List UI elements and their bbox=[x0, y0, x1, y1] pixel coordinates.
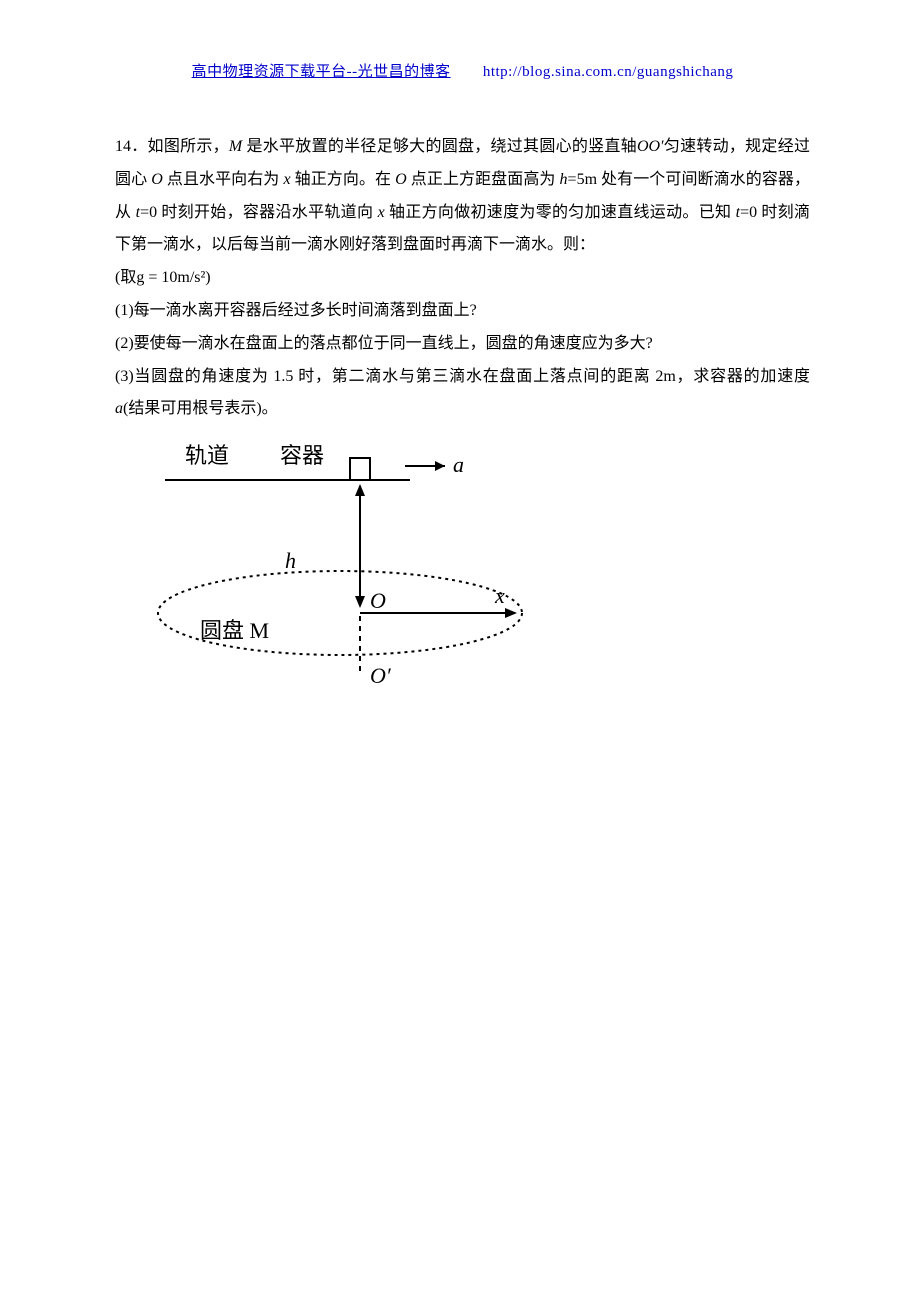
question-1: (1)每一滴水离开容器后经过多长时间滴落到盘面上? bbox=[115, 295, 810, 328]
container-box bbox=[350, 458, 370, 480]
problem-number: 14． bbox=[115, 138, 148, 155]
problem-body: 14．如图所示，M 是水平放置的半径足够大的圆盘，绕过其圆心的竖直轴OO′匀速转… bbox=[115, 131, 810, 426]
label-O: O bbox=[370, 588, 386, 613]
blog-url-link[interactable]: http://blog.sina.com.cn/guangshichang bbox=[483, 64, 734, 80]
label-x: x bbox=[494, 583, 505, 608]
label-a: a bbox=[453, 452, 464, 477]
a-arrow-head bbox=[435, 461, 445, 471]
label-disk: 圆盘 M bbox=[200, 618, 269, 643]
h-arrow-bottom bbox=[355, 596, 365, 608]
g-formula: g = 10m/s² bbox=[136, 269, 205, 286]
page-header: 高中物理资源下载平台--光世昌的博客 http://blog.sina.com.… bbox=[115, 60, 810, 81]
label-Oprime: O′ bbox=[370, 663, 392, 688]
label-container: 容器 bbox=[280, 443, 324, 468]
question-3: (3)当圆盘的角速度为 1.5 时，第二滴水与第三滴水在盘面上落点间的距离 2m… bbox=[115, 361, 810, 427]
source-link[interactable]: 高中物理资源下载平台--光世昌的博客 bbox=[192, 64, 451, 80]
h-arrow-top bbox=[355, 484, 365, 496]
label-h: h bbox=[285, 548, 296, 573]
problem-figure: a 轨道 容器 h x O 圆盘 M O′ bbox=[145, 438, 810, 703]
label-track: 轨道 bbox=[185, 443, 229, 468]
problem-stem: 14．如图所示，M 是水平放置的半径足够大的圆盘，绕过其圆心的竖直轴OO′匀速转… bbox=[115, 131, 810, 262]
question-2: (2)要使每一滴水在盘面上的落点都位于同一直线上，圆盘的角速度应为多大? bbox=[115, 328, 810, 361]
x-axis-arrow bbox=[505, 608, 517, 618]
g-line: (取g = 10m/s²) bbox=[115, 262, 810, 295]
